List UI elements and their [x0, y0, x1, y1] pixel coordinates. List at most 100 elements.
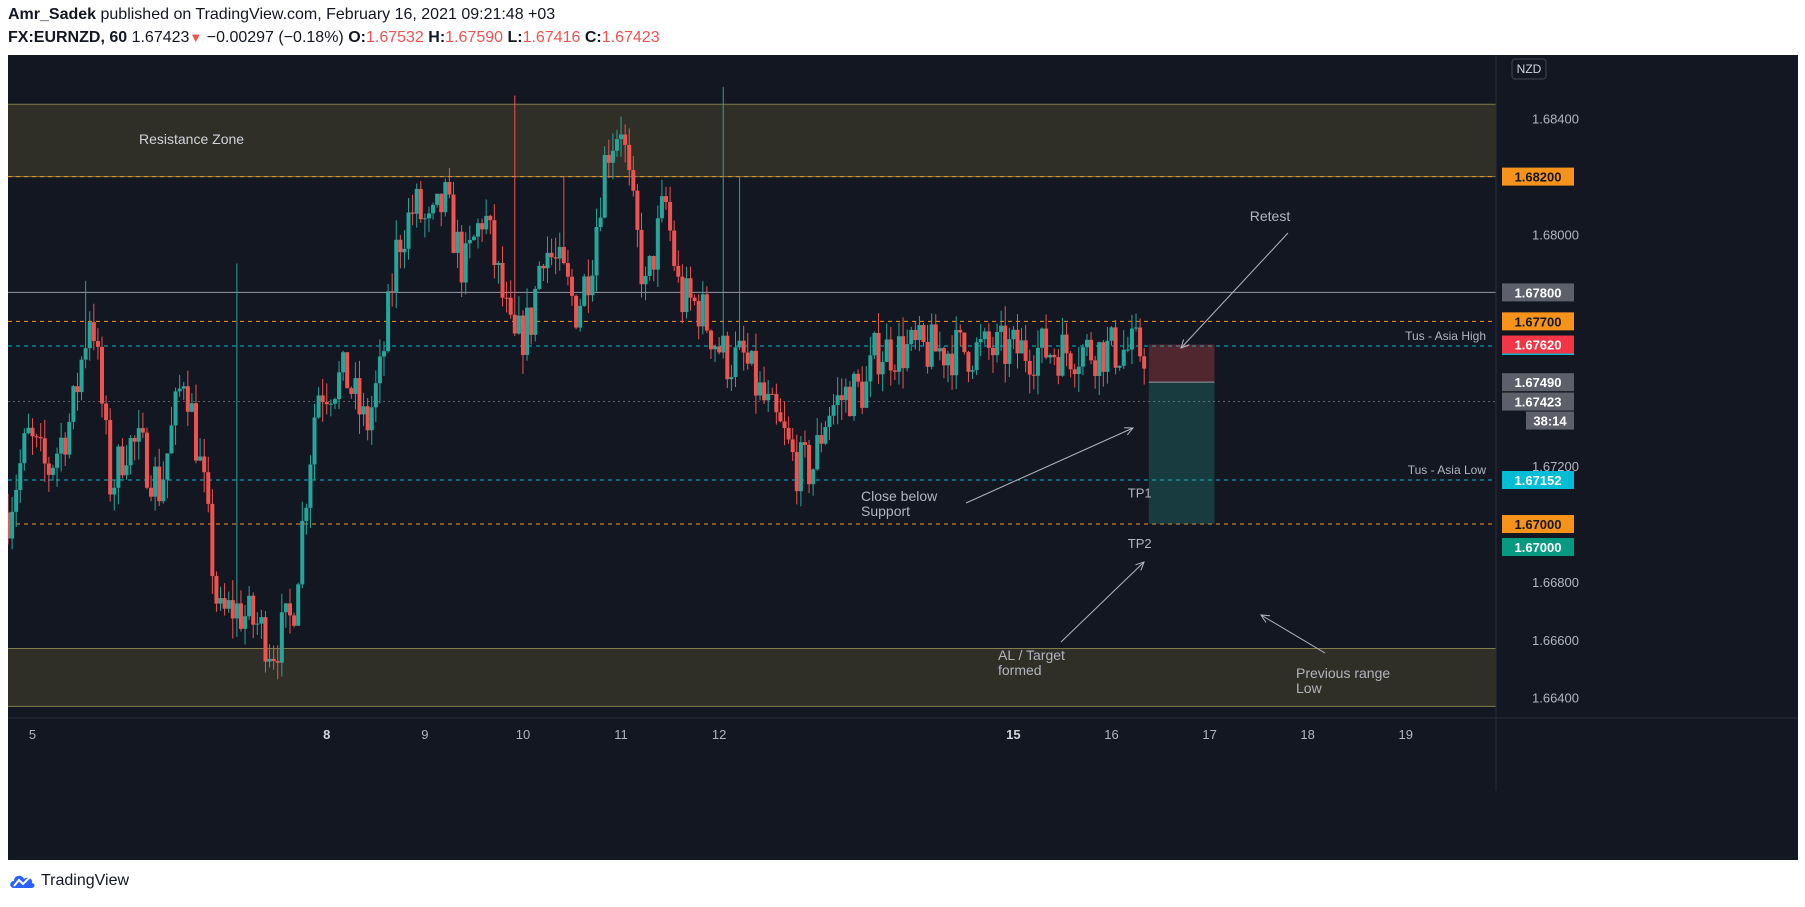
price-badge: 1.68200	[1515, 170, 1562, 185]
price-tick-label: 1.68000	[1532, 228, 1579, 243]
price-badge: 1.67000	[1515, 517, 1562, 532]
annotation-close-below-1: Close below	[861, 488, 938, 504]
candle-body	[394, 239, 399, 293]
candle-body	[75, 386, 80, 393]
price-change: −0.00297 (−0.18%)	[206, 29, 344, 46]
open-value: 1.67532	[365, 29, 424, 46]
candle-body	[598, 217, 603, 228]
chart-area[interactable]: Resistance Zone Tus - Asia High Tus - Asia…	[8, 55, 1798, 860]
candle-body	[83, 348, 88, 360]
candle-body	[541, 265, 546, 269]
candle-body	[1113, 327, 1118, 368]
candle-body	[1084, 339, 1089, 348]
candle-body	[100, 346, 105, 404]
candle-body	[610, 150, 615, 163]
candle-body	[1040, 328, 1045, 348]
candle-body	[18, 463, 23, 490]
candle-body	[279, 612, 284, 663]
candle-body	[802, 442, 807, 445]
candle-body	[418, 188, 423, 220]
candle-body	[157, 466, 162, 502]
candle-body	[439, 193, 444, 213]
candle-body	[30, 427, 35, 437]
candle-body	[819, 435, 824, 444]
tradingview-cloud-icon[interactable]	[8, 872, 36, 890]
candle-body	[950, 353, 955, 376]
candle-body	[108, 420, 113, 495]
candle-body	[332, 399, 337, 404]
candle-body	[247, 595, 252, 617]
candle-body	[328, 403, 333, 405]
candle-body	[958, 329, 963, 333]
candle-body	[529, 307, 534, 335]
candle-body	[651, 255, 656, 270]
candle-body	[508, 297, 513, 315]
candle-body	[659, 196, 664, 219]
candle-body	[373, 383, 378, 408]
candle-body	[1134, 327, 1139, 329]
candle-body	[500, 263, 505, 298]
candle-body	[1142, 356, 1147, 369]
candle-body	[361, 406, 366, 415]
candle-body	[46, 463, 51, 475]
price-badge-bg	[1502, 515, 1574, 534]
candle-body	[149, 487, 154, 497]
candle-body	[512, 314, 517, 334]
candle-body	[574, 295, 579, 328]
candle-body	[520, 315, 525, 355]
candle-body	[26, 427, 31, 434]
price-tick-label: 1.67200	[1532, 459, 1579, 474]
price-badge-target: 1.67000	[1515, 540, 1562, 555]
time-tick-label: 17	[1202, 727, 1216, 742]
candle-body	[721, 335, 726, 353]
candle-body	[238, 603, 243, 629]
candle-body	[34, 436, 39, 438]
candle-body	[647, 255, 652, 276]
candle-body	[516, 315, 521, 334]
candle-body	[655, 218, 660, 270]
retest-arrow-head	[1180, 339, 1190, 349]
candle-body	[324, 402, 329, 405]
candle-body	[586, 276, 591, 296]
candle-body	[672, 230, 677, 266]
author-name[interactable]: Amr_Sadek	[8, 6, 97, 23]
candle-body	[619, 134, 624, 140]
candle-body	[668, 201, 673, 231]
candle-body	[1101, 342, 1106, 372]
candle-body	[794, 452, 799, 492]
candle-body	[447, 182, 452, 195]
candle-body	[161, 479, 166, 502]
candle-body	[639, 229, 644, 285]
countdown-bg	[1526, 411, 1574, 430]
candle-body	[753, 350, 758, 396]
candle-body	[1060, 334, 1065, 376]
candle-body	[382, 351, 387, 357]
tradingview-brand[interactable]: TradingView	[41, 872, 130, 889]
price-badge-entry-bg	[1502, 373, 1574, 392]
candle-body	[226, 600, 231, 609]
candle-body	[353, 378, 358, 394]
candle-body	[198, 456, 203, 461]
candlestick-chart[interactable]: Resistance Zone Tus - Asia High Tus - Asia…	[8, 55, 1798, 860]
candle-body	[717, 346, 722, 353]
candle-body	[300, 520, 305, 585]
candle-body	[561, 246, 566, 264]
candle-body	[222, 598, 227, 609]
currency-button-box	[1511, 58, 1547, 80]
candle-body	[292, 615, 297, 626]
candle-body	[63, 437, 68, 455]
candle-body	[1097, 342, 1102, 376]
candle-body	[132, 437, 137, 442]
candle-body	[369, 407, 374, 431]
candle-body	[194, 403, 199, 461]
candle-body	[402, 248, 407, 253]
candle-body	[435, 193, 440, 205]
candle-body	[778, 412, 783, 422]
prev-range-arrow	[1260, 614, 1326, 654]
candle-body	[962, 332, 967, 353]
candle-body	[467, 239, 472, 244]
time-tick-label: 19	[1399, 727, 1413, 742]
candle-body	[304, 507, 309, 521]
candle-body	[349, 388, 354, 394]
candle-body	[888, 339, 893, 371]
